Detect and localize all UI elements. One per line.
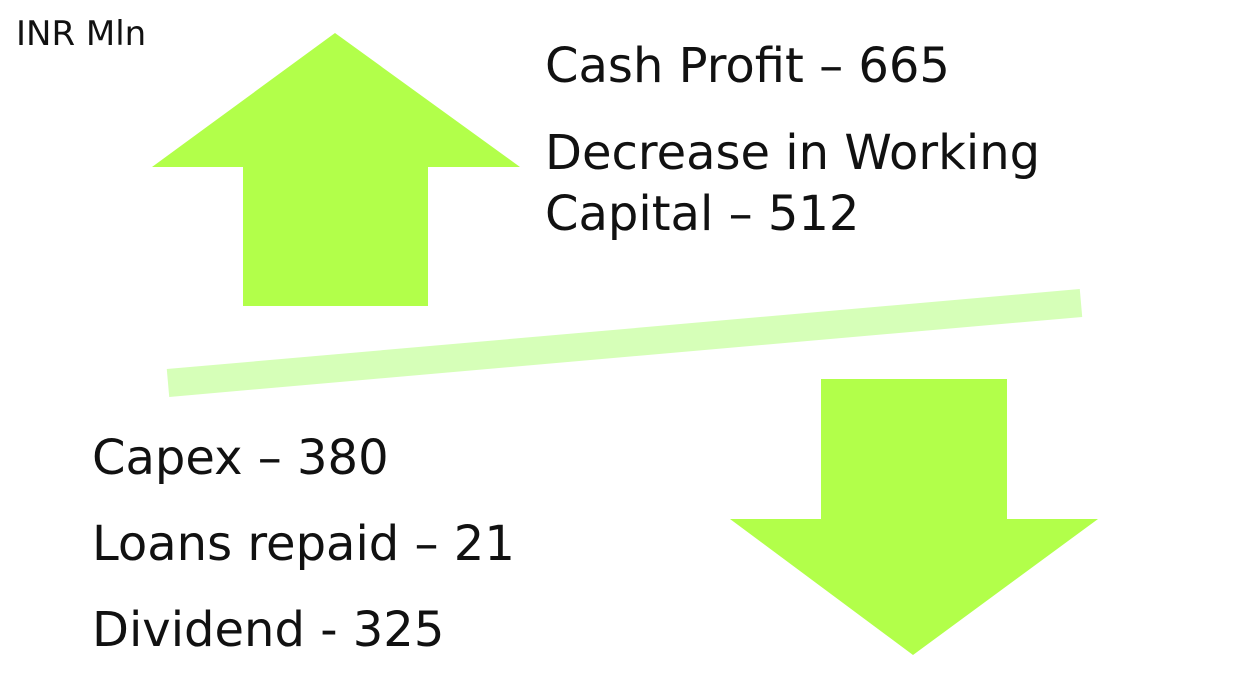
outflow-item: Dividend - 325 — [92, 602, 445, 658]
inflow-item: Decrease in Working Capital – 512 — [545, 125, 1041, 242]
outflow-item: Capex – 380 — [92, 430, 389, 486]
inflow-item: Cash Profit – 665 — [545, 38, 950, 94]
down-arrow — [730, 379, 1098, 655]
outflows: Capex – 380 Loans repaid – 21 Dividend -… — [92, 428, 712, 685]
inflows: Cash Profit – 665 Decrease in Working Ca… — [545, 36, 1165, 271]
divider-bar — [166, 289, 1083, 397]
up-arrow — [152, 33, 520, 306]
unit-label: INR Mln — [16, 14, 147, 54]
outflow-item: Loans repaid – 21 — [92, 516, 515, 572]
